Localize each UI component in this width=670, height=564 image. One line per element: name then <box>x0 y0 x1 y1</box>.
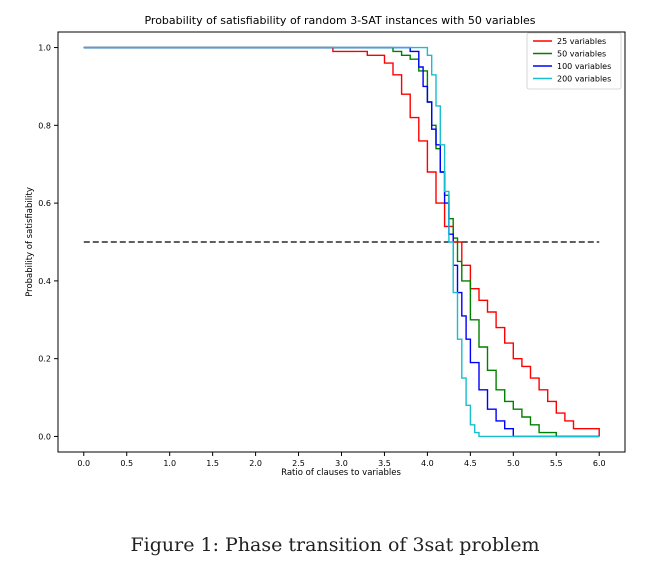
legend-label: 200 variables <box>557 75 611 84</box>
x-tick-label: 5.5 <box>550 459 563 468</box>
series-line-1 <box>83 46 600 437</box>
y-tick-label: 1.0 <box>38 44 51 53</box>
x-tick-label: 1.5 <box>206 459 219 468</box>
legend-box <box>526 32 622 90</box>
x-tick-label: 2.0 <box>249 459 262 468</box>
y-tick-label: 0.6 <box>38 199 51 208</box>
x-axis: 0.0 0.5 1.0 1.5 2.0 2.5 3.0 3.5 4.0 4.5 5.0 5.5 6.0 <box>77 452 606 468</box>
x-tick-label: 6.0 <box>593 459 606 468</box>
y-tick-label: 0.2 <box>38 355 51 364</box>
figure-caption: Figure 1: Phase transition of 3sat probl… <box>130 534 540 556</box>
legend-label: 50 variables <box>557 50 606 59</box>
x-tick-label: 3.5 <box>378 459 391 468</box>
series-line-4 <box>83 46 600 438</box>
y-tick-label: 0.4 <box>38 277 51 286</box>
x-tick-label: 2.5 <box>292 459 305 468</box>
x-tick-label: 3.0 <box>335 459 348 468</box>
y-tick-label: 0.0 <box>38 432 51 441</box>
y-axis: 0.0 0.2 0.4 0.6 0.8 1.0 <box>38 44 58 441</box>
x-axis-label: Ratio of clauses to variables <box>281 468 401 478</box>
legend-label: 100 variables <box>557 62 611 71</box>
x-tick-label: 0.5 <box>120 459 133 468</box>
y-tick-label: 0.8 <box>38 121 51 130</box>
chart-title: Probability of satisfiability of random … <box>144 14 535 27</box>
x-tick-label: 1.0 <box>163 459 176 468</box>
series-lines <box>83 46 600 438</box>
x-tick-label: 4.0 <box>421 459 434 468</box>
x-tick-label: 4.5 <box>464 459 477 468</box>
legend-label: 25 variables <box>557 37 606 46</box>
x-tick-label: 5.0 <box>507 459 520 468</box>
x-tick-label: 0.0 <box>77 459 90 468</box>
legend: 25 variables 50 variables 100 variables 200… <box>526 32 622 90</box>
y-axis-label: Probability of satisfiability <box>25 187 35 297</box>
